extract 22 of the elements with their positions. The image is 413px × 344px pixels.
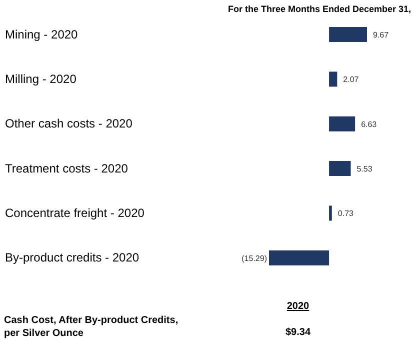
bar <box>329 72 338 87</box>
data-label: 6.63 <box>361 120 378 129</box>
bar <box>269 250 330 266</box>
text: 2020 <box>286 301 310 312</box>
text: Cash Cost, After By-product Credits, per Silver Ounce <box>4 314 180 340</box>
data-label: 9.67 <box>373 30 390 40</box>
y-tick-label: Concentrate freight - 2020 <box>5 206 145 220</box>
bar <box>329 206 332 221</box>
data-label: 5.53 <box>356 164 373 174</box>
data-label: 2.07 <box>343 75 360 84</box>
bar <box>329 27 367 42</box>
chart-title: For the Three Months Ended December 31, <box>228 4 411 14</box>
y-tick-label: Treatment costs - 2020 <box>5 161 128 176</box>
y-tick-label: Milling - 2020 <box>5 72 77 86</box>
y-tick-label: Other cash costs - 2020 <box>5 116 133 131</box>
data-label: 0.73 <box>338 209 354 218</box>
text: $9.34 <box>284 327 312 338</box>
data-label: (15.29) <box>242 254 268 263</box>
y-tick-label: Mining - 2020 <box>5 27 78 42</box>
bar <box>329 161 351 176</box>
bar <box>329 116 356 132</box>
y-tick-label: By-product credits - 2020 <box>5 250 140 265</box>
